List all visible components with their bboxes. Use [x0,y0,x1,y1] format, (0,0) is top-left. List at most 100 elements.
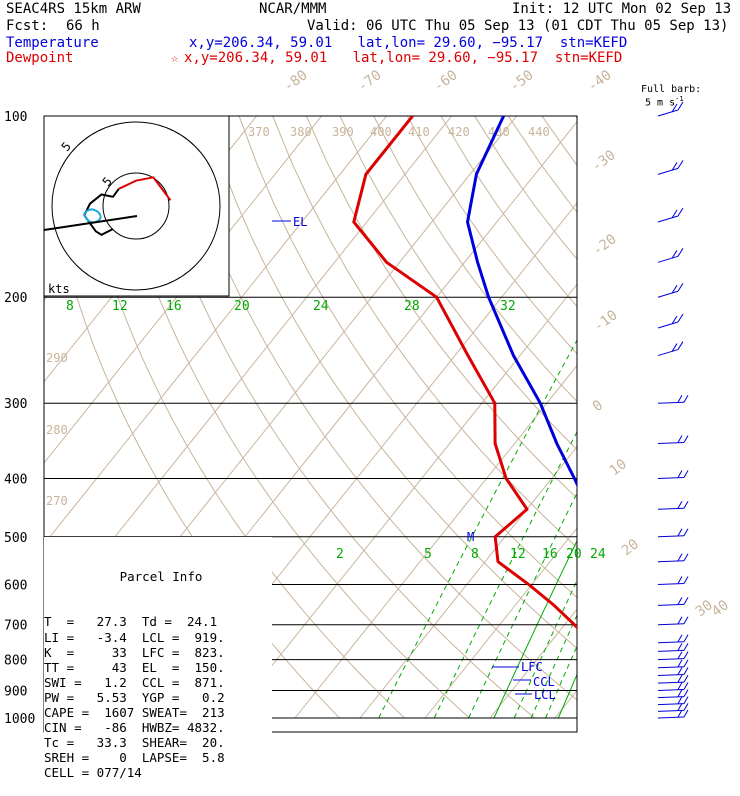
wind-barb-shaft [658,443,684,444]
dry-adiabat-line [542,116,740,718]
wind-barbs [658,102,688,718]
wind-barb-flag [678,529,682,536]
isotherm-line [360,116,740,718]
theta-label: 400 [370,125,392,139]
wind-barb [658,342,683,356]
mixing-ratio-label: 24 [590,547,606,562]
isotherm-label: 20 [619,536,642,559]
wind-barb-shaft [658,642,684,643]
wind-barb [658,576,688,584]
mixing-ratio-label: 24 [313,299,329,314]
wind-barb [658,283,683,297]
parcel-info-row: PW = 5.53 YGP = 0.2 [44,690,272,705]
parcel-info-row: SREH = 0 LAPSE= 5.8 [44,750,272,765]
dry-adiabat-line [340,116,740,718]
wind-barb-shaft [658,110,678,116]
parcel-info-row: CAPE = 1607 SWEAT= 213 [44,705,272,720]
wind-barb [658,643,688,651]
wind-barb-shaft [658,667,684,668]
wind-barb-flag [678,668,682,675]
isotherm-line [490,116,740,718]
dry-adiabat-line [407,116,740,718]
mixing-ratio-label: 12 [112,299,128,314]
theta-label: 390 [332,125,354,139]
dry-adiabat-line [508,116,740,718]
wind-barb-flag [678,703,682,710]
wind-barb-flag [684,703,688,710]
level-marker-label: LCL [534,688,556,702]
wind-barb-flag [678,617,682,624]
wind-barb-flag [684,436,688,443]
hodograph-speed-label: kts [48,282,70,296]
parcel-info-row: K = 33 LFC = 823. [44,645,272,660]
wind-barb-shaft [658,536,684,537]
level-marker-label: LFC [521,660,543,674]
isotherm-label: -30 [589,147,619,175]
wind-barb-flag [678,597,682,604]
theta-label: 270 [46,494,68,508]
mixing-ratio-label: 28 [404,299,420,314]
wind-barb-shaft [658,697,684,698]
wind-barb [658,470,688,478]
wind-barb-flag [684,529,688,536]
wind-barb [658,529,688,537]
wind-barb-shaft [658,624,684,625]
wind-barb-shaft [658,291,678,297]
wind-barb-flag [678,652,682,659]
wind-barb [658,617,688,625]
theta-label: 370 [248,125,270,139]
wind-barb [658,314,683,328]
parcel-info-row: CIN = -86 HWBZ= 4832. [44,720,272,735]
wind-barb-shaft [658,604,684,605]
wind-barb [658,436,688,444]
wind-barb-shaft [658,168,678,174]
dry-adiabat-line [441,116,740,718]
wind-barb [658,554,688,562]
wind-barb-flag [678,395,682,402]
mixing-ratio-line [701,222,740,718]
wind-barb-flag [678,436,682,443]
wind-barb-shaft [658,675,684,676]
dry-adiabat-line [306,116,740,718]
isotherm-line [295,116,740,718]
mixing-ratio-label: 12 [510,547,526,562]
dry-adiabat-line [643,116,740,718]
parcel-info-row: CELL = 077/14 [44,765,272,780]
mixing-ratio-line [434,222,688,718]
mixing-ratio-label: 2 [336,547,344,562]
wind-barb-shaft [658,561,684,562]
isotherm-line [555,116,740,718]
pressure-tick-label: 700 [4,619,27,634]
wind-barb-flag [684,697,688,704]
isotherm-label: -20 [590,231,620,259]
mixing-ratio-label: 20 [566,547,582,562]
wind-barb [658,635,688,643]
pressure-tick-label: 300 [4,397,27,412]
wind-barb [658,501,688,509]
mixing-ratio-label: 16 [542,547,558,562]
mixing-ratio-label: 16 [166,299,182,314]
wind-barb-flag [684,668,688,675]
wind-barb-shaft [658,508,684,509]
isotherm-line [620,116,740,718]
theta-label: 280 [46,423,68,437]
isotherm-label: -50 [507,67,537,95]
mixing-ratio-label: 32 [500,299,516,314]
isotherm-line [425,116,740,718]
wind-barb-flag [678,342,683,350]
sounding-profiles [354,116,668,718]
wind-barb-flag [678,554,682,561]
mixing-ratio-label: 20 [234,299,250,314]
mixing-ratio-line [687,222,740,718]
wind-barb [658,690,688,698]
hodograph-box [44,116,229,296]
wind-barb-flag [678,690,682,697]
wind-barb-flag [678,576,682,583]
wind-barb-flag [684,576,688,583]
wind-barb-flag [678,660,682,667]
isotherm-label: -40 [585,67,615,95]
wind-barb-flag [678,283,683,291]
wind-barb-flag [684,675,688,682]
wind-barb-flag [684,643,688,650]
wind-barb-shaft [658,583,684,584]
